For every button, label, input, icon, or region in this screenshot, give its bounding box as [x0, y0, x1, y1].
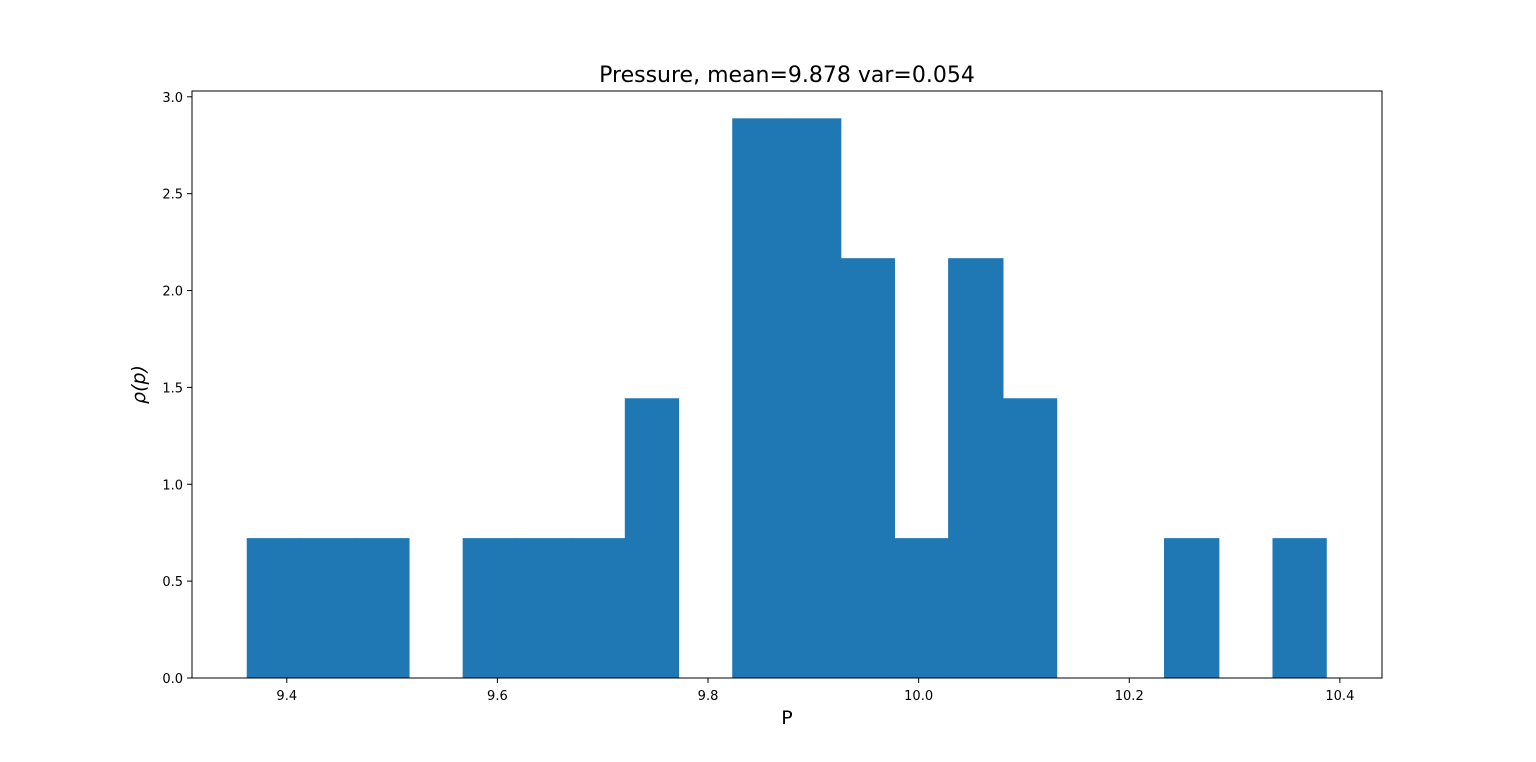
x-ticks-group: 9.4 9.6 9.8 10.0 10.2 10.4 [276, 678, 1354, 704]
axes-frame [191, 90, 1383, 679]
x-tick-label: 10.0 [904, 689, 933, 704]
histogram-bar [840, 258, 896, 678]
y-tick-label: 3.0 [162, 91, 183, 106]
x-tick-label: 9.4 [276, 689, 297, 704]
y-axis-label: ρ(p) [128, 365, 150, 404]
x-tick-label: 9.6 [487, 689, 508, 704]
histogram-bar [1164, 538, 1220, 678]
y-tick-label: 0.5 [162, 575, 183, 590]
chart-title: Pressure, mean=9.878 var=0.054 [599, 63, 975, 88]
x-axis-label: P [781, 707, 792, 729]
bars-group [246, 118, 1327, 678]
histogram-bar [894, 538, 949, 678]
histogram-bar [462, 538, 517, 678]
histogram-bar [1272, 538, 1327, 678]
histogram-bar [300, 538, 356, 678]
y-tick-label: 0.0 [162, 672, 183, 687]
histogram-bar [1002, 398, 1058, 678]
x-tick-label: 9.8 [698, 689, 719, 704]
histogram-bar [732, 118, 788, 678]
y-tick-label: 1.5 [162, 381, 183, 396]
x-tick-label: 10.4 [1325, 689, 1354, 704]
histogram-bar [571, 538, 626, 678]
y-tick-label: 1.0 [162, 478, 183, 493]
histogram-bar [246, 538, 302, 678]
histogram-bar [624, 398, 680, 678]
histogram-bar [787, 118, 842, 678]
histogram-bar [516, 538, 572, 678]
x-tick-label: 10.2 [1115, 689, 1144, 704]
histogram-bar [355, 538, 410, 678]
y-tick-label: 2.0 [162, 285, 183, 300]
y-tick-label: 2.5 [162, 188, 183, 203]
histogram-bar [948, 258, 1004, 678]
y-ticks-group: 0.0 0.5 1.0 1.5 2.0 2.5 3.0 [162, 91, 192, 687]
